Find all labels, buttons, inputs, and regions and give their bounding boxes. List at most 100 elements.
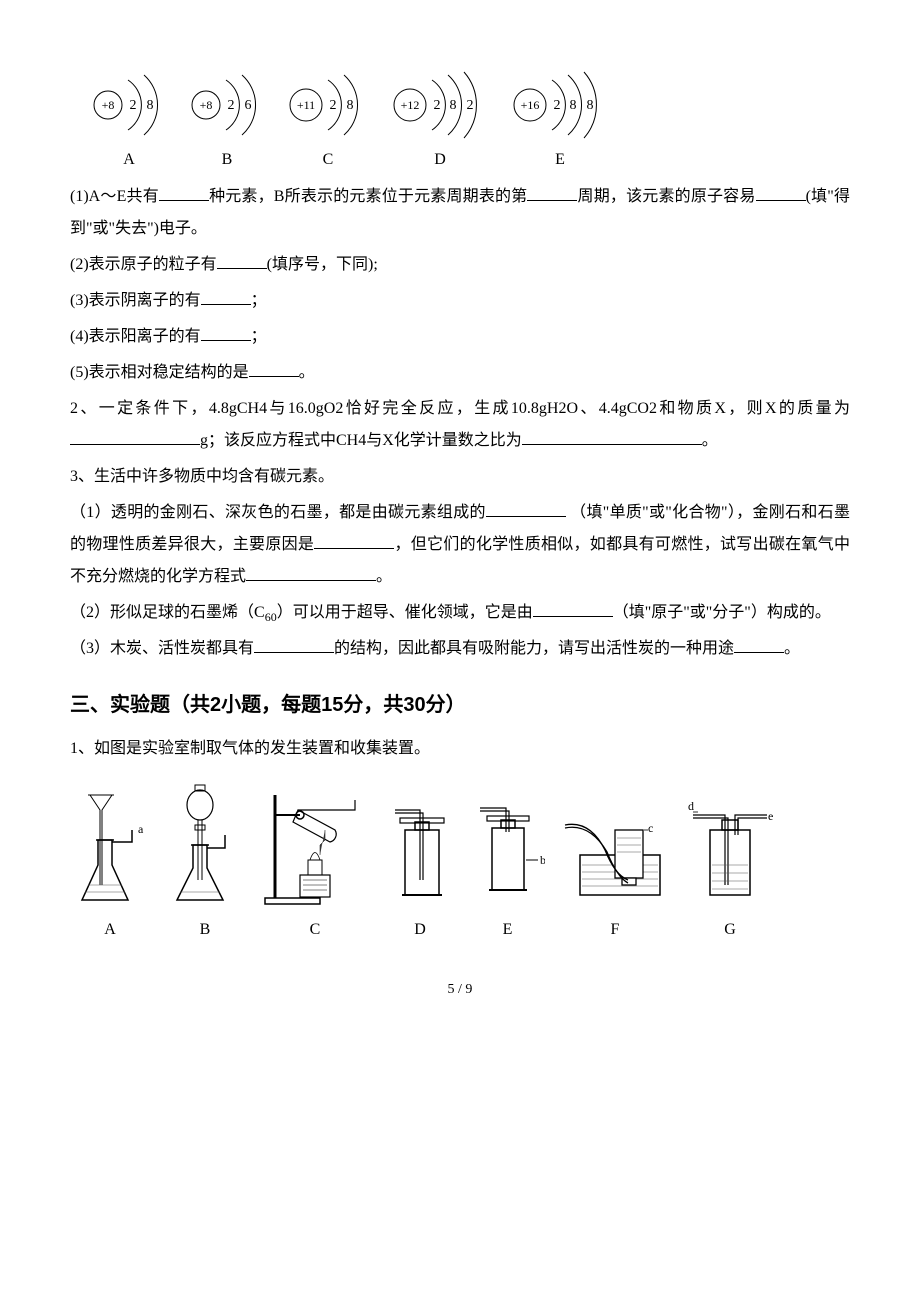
text: (填序号，下同); <box>267 256 378 273</box>
q3-part2: （2）形似足球的石墨烯（C60）可以用于超导、催化领域，它是由 （填"原子"或"分… <box>70 597 850 629</box>
atom-diagram-c: +11 2 8 C <box>286 70 370 176</box>
svg-text:+8: +8 <box>102 98 115 112</box>
q1-part1: (1)A～E共有种元素，B所表示的元素位于元素周期表的第周期，该元素的原子容易(… <box>70 181 850 245</box>
apparatus-e: b E <box>470 780 545 946</box>
apparatus-label-c: C <box>310 914 321 946</box>
q3-part3: （3）木炭、活性炭都具有 的结构，因此都具有吸附能力，请写出活性炭的一种用途 。 <box>70 633 850 665</box>
blank <box>533 601 613 617</box>
blank <box>70 429 200 445</box>
apparatus-label-e: E <box>503 914 513 946</box>
svg-text:a: a <box>138 822 144 836</box>
text: ； <box>251 328 267 345</box>
svg-text:2: 2 <box>554 98 561 113</box>
svg-text:b: b <box>540 853 545 867</box>
blank <box>527 185 577 201</box>
apparatus-label-f: F <box>611 914 620 946</box>
blank <box>159 185 209 201</box>
apparatus-b: B <box>165 780 245 946</box>
atom-label-a: A <box>123 144 135 176</box>
text: g；该反应方程式中CH4与X化学计量数之比为 <box>200 432 522 449</box>
svg-text:6: 6 <box>245 98 252 113</box>
svg-text:2: 2 <box>130 98 137 113</box>
atom-label-d: D <box>434 144 446 176</box>
blank <box>314 533 394 549</box>
text: 周期，该元素的原子容易 <box>577 188 755 205</box>
q3-part1: （1）透明的金刚石、深灰色的石墨，都是由碳元素组成的 （填"单质"或"化合物"）… <box>70 497 850 593</box>
q1-part4: (4)表示阳离子的有 ； <box>70 321 850 353</box>
q3-intro: 3、生活中许多物质中均含有碳元素。 <box>70 461 850 493</box>
text: 种元素，B所表示的元素位于元素周期表的第 <box>209 188 527 205</box>
svg-text:+11: +11 <box>297 98 315 112</box>
section-3-header: 三、实验题（共2小题，每题15分，共30分） <box>70 685 850 725</box>
svg-text:8: 8 <box>347 98 354 113</box>
svg-text:+16: +16 <box>521 98 540 112</box>
text: (5)表示相对稳定结构的是 <box>70 364 249 381</box>
svg-text:c: c <box>648 821 653 835</box>
blank <box>201 289 251 305</box>
text: (1)A～E共有 <box>70 188 159 205</box>
page-number: 5 / 9 <box>70 976 850 1004</box>
svg-text:8: 8 <box>147 98 154 113</box>
text: 。 <box>299 364 315 381</box>
atom-label-e: E <box>555 144 565 176</box>
text: 。 <box>784 640 800 657</box>
svg-text:d: d <box>688 799 694 813</box>
svg-text:+8: +8 <box>200 98 213 112</box>
apparatus-label-a: A <box>104 914 116 946</box>
apparatus-label-b: B <box>200 914 211 946</box>
blank <box>246 565 376 581</box>
atom-diagram-b: +8 2 6 B <box>188 70 266 176</box>
atom-label-b: B <box>222 144 233 176</box>
text: （3）木炭、活性炭都具有 <box>70 640 254 657</box>
blank <box>486 501 566 517</box>
q1-part3: (3)表示阴离子的有 ； <box>70 285 850 317</box>
svg-text:2: 2 <box>467 98 474 113</box>
text: （1）透明的金刚石、深灰色的石墨，都是由碳元素组成的 <box>70 504 486 521</box>
atom-diagram-d: +12 2 8 2 D <box>390 70 490 176</box>
blank <box>522 429 702 445</box>
apparatus-c: C <box>260 780 370 946</box>
apparatus-f: c F <box>560 780 670 946</box>
apparatus-label-d: D <box>414 914 426 946</box>
subscript: 60 <box>265 610 277 624</box>
blank <box>217 253 267 269</box>
apparatus-g: d e G <box>685 780 775 946</box>
text: ； <box>251 292 267 309</box>
atom-label-c: C <box>323 144 334 176</box>
svg-text:8: 8 <box>570 98 577 113</box>
text: 。 <box>376 568 392 585</box>
text: 。 <box>702 432 718 449</box>
exp-q1: 1、如图是实验室制取气体的发生装置和收集装置。 <box>70 733 850 765</box>
text: 2、一定条件下，4.8gCH4与16.0gO2恰好完全反应，生成10.8gH2O… <box>70 400 850 417</box>
svg-text:2: 2 <box>228 98 235 113</box>
text: (2)表示原子的粒子有 <box>70 256 217 273</box>
blank <box>254 637 334 653</box>
text: ）可以用于超导、催化领域，它是由 <box>277 604 533 621</box>
apparatus-a: a A <box>70 780 150 946</box>
page-content: +8 2 8 A +8 2 6 B +11 <box>70 70 850 1004</box>
blank <box>734 637 784 653</box>
svg-text:e: e <box>768 809 773 823</box>
apparatus-d: D <box>385 780 455 946</box>
text: (3)表示阴离子的有 <box>70 292 201 309</box>
atom-diagram-a: +8 2 8 A <box>90 70 168 176</box>
svg-text:8: 8 <box>450 98 457 113</box>
atom-diagram-row: +8 2 8 A +8 2 6 B +11 <box>90 70 850 176</box>
text: (4)表示阳离子的有 <box>70 328 201 345</box>
blank <box>249 361 299 377</box>
text: （2）形似足球的石墨烯（C <box>70 604 265 621</box>
q2: 2、一定条件下，4.8gCH4与16.0gO2恰好完全反应，生成10.8gH2O… <box>70 393 850 457</box>
blank <box>756 185 806 201</box>
text: 的结构，因此都具有吸附能力，请写出活性炭的一种用途 <box>334 640 734 657</box>
blank <box>201 325 251 341</box>
text: （填"原子"或"分子"）构成的。 <box>613 604 831 621</box>
svg-text:2: 2 <box>330 98 337 113</box>
apparatus-label-g: G <box>724 914 736 946</box>
q1-part2: (2)表示原子的粒子有 (填序号，下同); <box>70 249 850 281</box>
svg-text:+12: +12 <box>401 98 420 112</box>
svg-text:8: 8 <box>587 98 594 113</box>
svg-text:2: 2 <box>434 98 441 113</box>
q1-part5: (5)表示相对稳定结构的是 。 <box>70 357 850 389</box>
atom-diagram-e: +16 2 8 8 E <box>510 70 610 176</box>
apparatus-row: a A B <box>70 780 850 946</box>
